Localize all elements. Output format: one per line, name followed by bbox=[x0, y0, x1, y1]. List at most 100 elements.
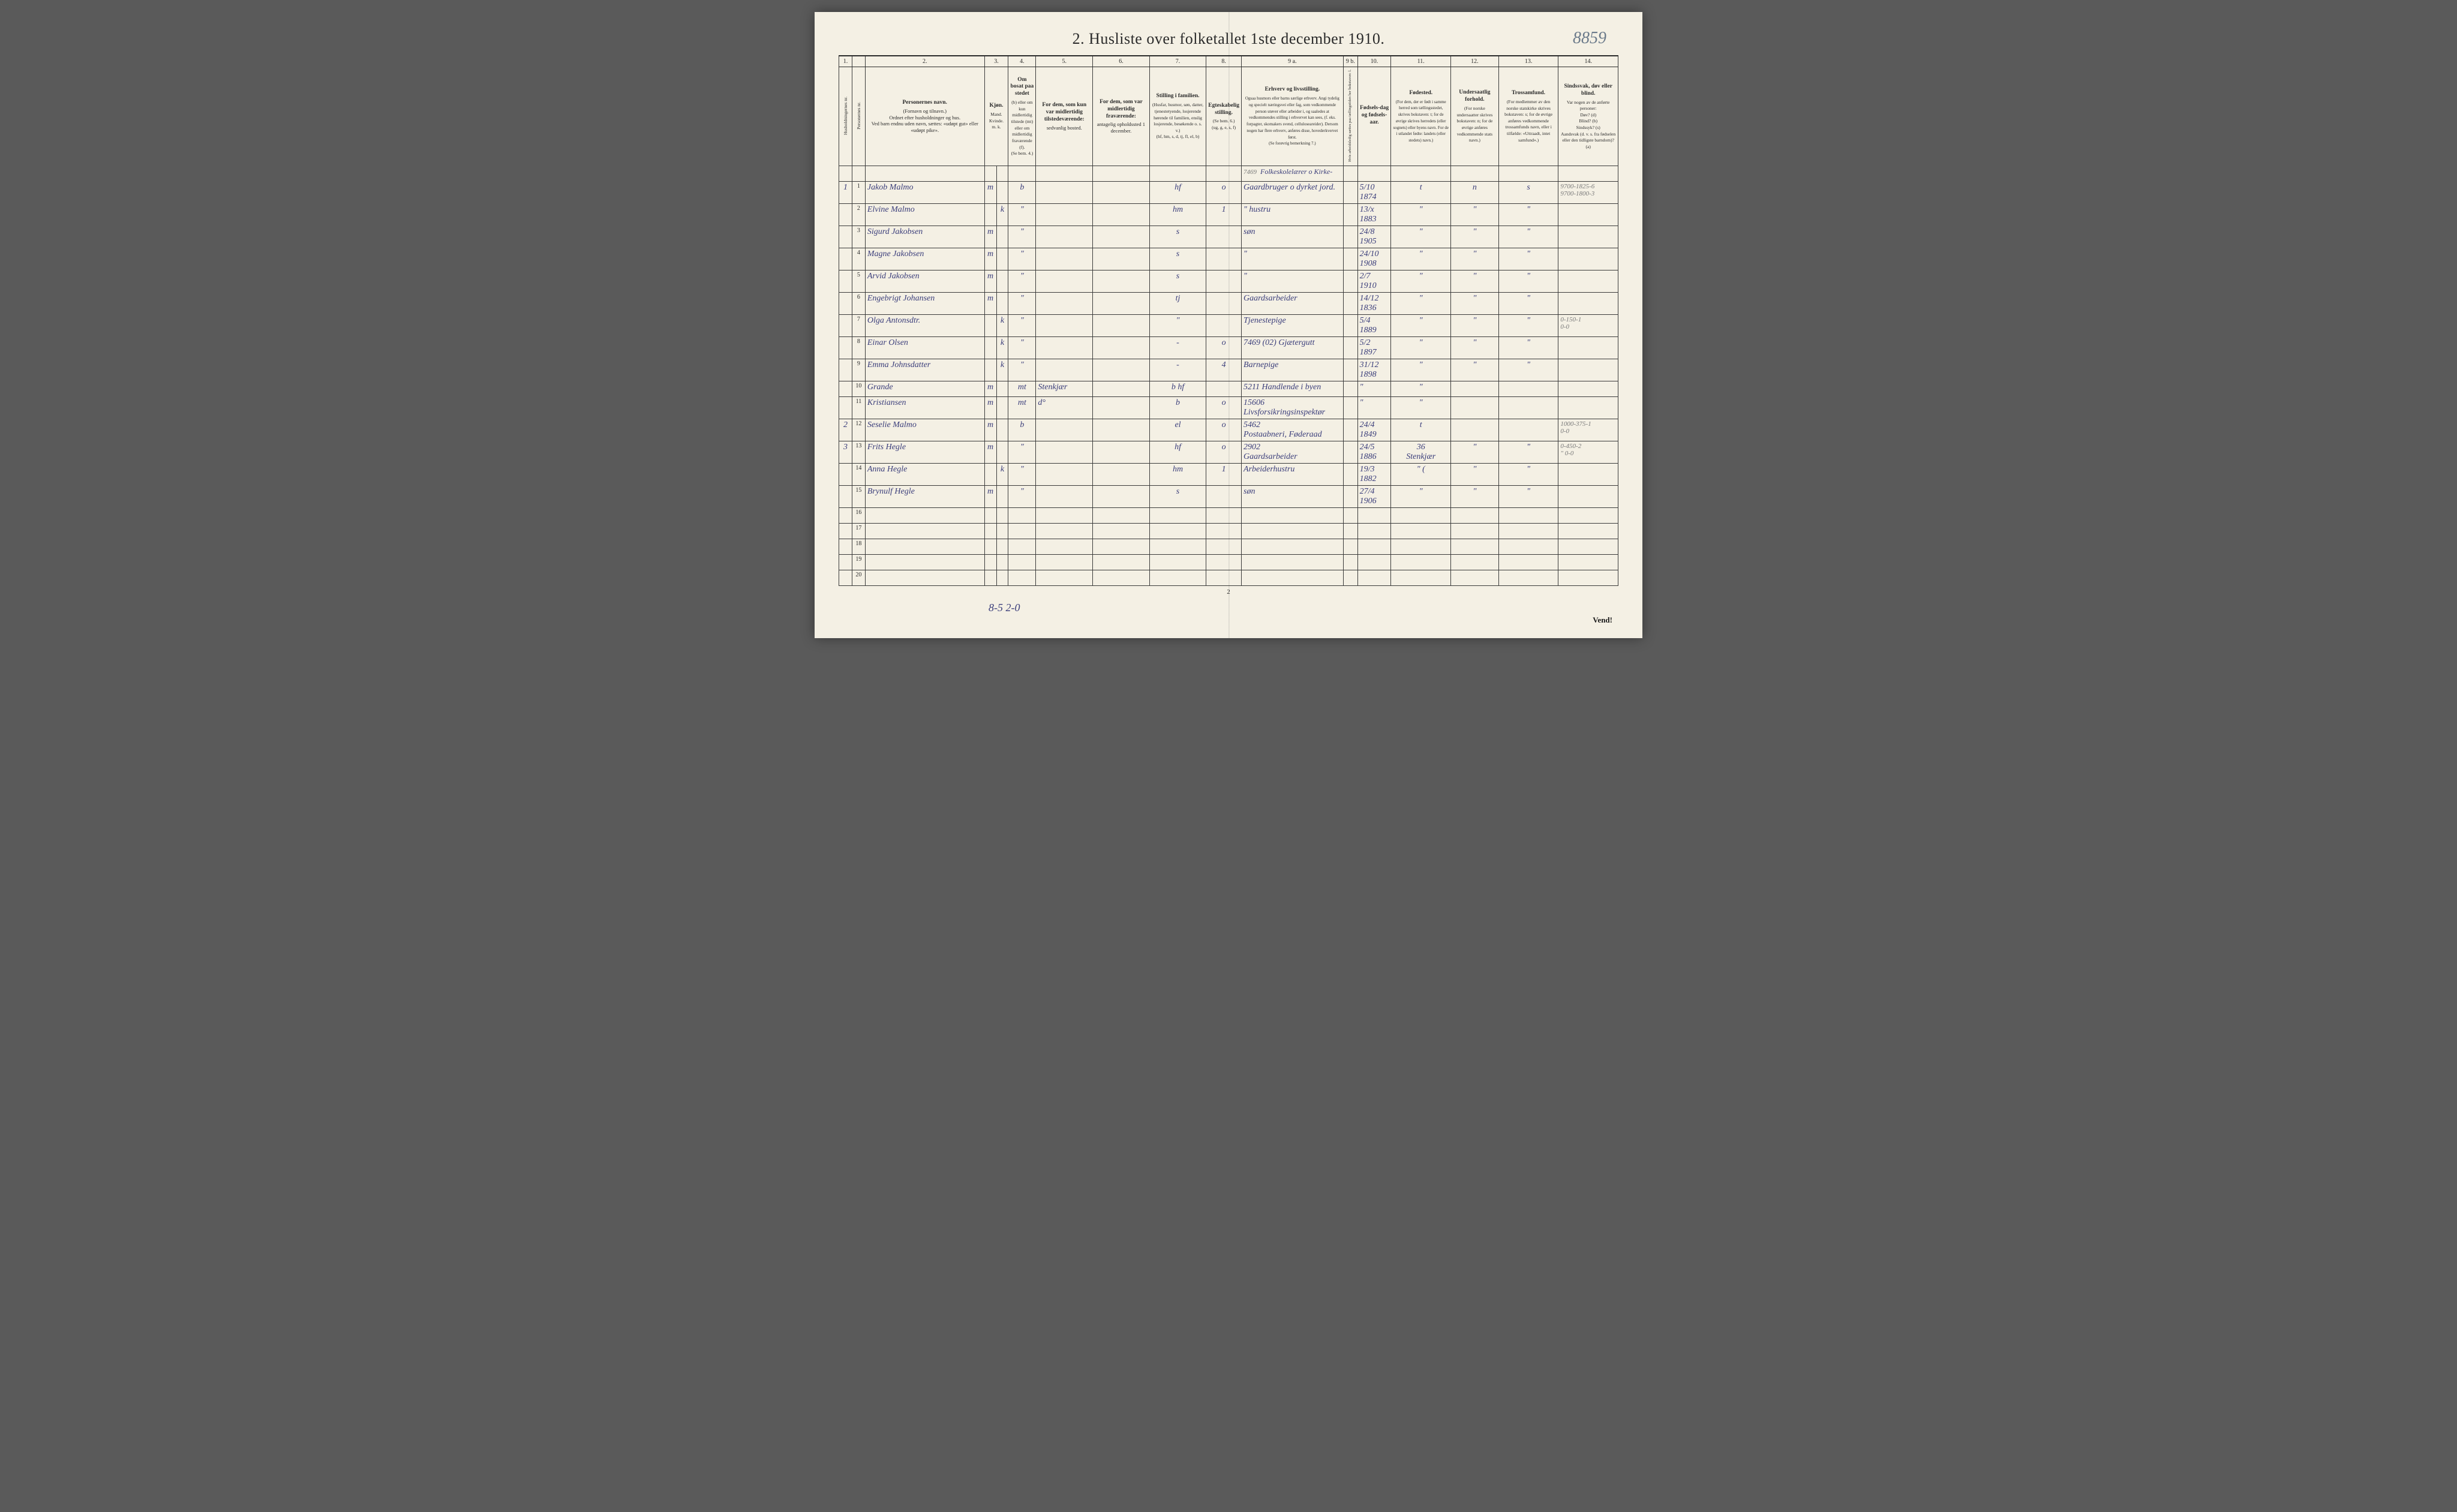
cell: - bbox=[1149, 337, 1206, 359]
cell bbox=[1036, 226, 1093, 248]
cell: " bbox=[1008, 315, 1036, 337]
cell bbox=[1242, 508, 1344, 524]
table-row: 6Engebrigt Johansenm"tjGaardsarbeider14/… bbox=[839, 293, 1618, 315]
cell: " bbox=[1451, 315, 1499, 337]
cell bbox=[865, 570, 984, 586]
col-header-disability: Sindssvak, døv eller blind. Var nogen av… bbox=[1558, 67, 1618, 166]
colnum: 12. bbox=[1451, 56, 1499, 67]
cell: t bbox=[1391, 419, 1451, 441]
cell bbox=[1343, 441, 1357, 464]
cell: 3 bbox=[852, 226, 865, 248]
column-header-row: Husholdningernes nr. Personernes nr. Per… bbox=[839, 67, 1618, 166]
cell bbox=[1093, 293, 1150, 315]
cell: m bbox=[984, 226, 996, 248]
cell bbox=[1093, 359, 1150, 381]
col-header-residence: Om bosat paa stedet (b) eller om kun mid… bbox=[1008, 67, 1036, 166]
cell bbox=[1093, 441, 1150, 464]
cell bbox=[1036, 441, 1093, 464]
cell bbox=[1558, 381, 1618, 397]
cell: m bbox=[984, 248, 996, 270]
cell bbox=[1391, 524, 1451, 539]
cell: " bbox=[1391, 381, 1451, 397]
cell: o bbox=[1206, 182, 1242, 204]
cell bbox=[1093, 204, 1150, 226]
cell bbox=[839, 359, 852, 381]
cell: Arbeiderhustru bbox=[1242, 464, 1344, 486]
cell bbox=[1008, 539, 1036, 555]
table-row: 18 bbox=[839, 539, 1618, 555]
cell bbox=[1558, 555, 1618, 570]
cell: 5 bbox=[852, 270, 865, 293]
cell bbox=[1451, 524, 1499, 539]
cell: 18 bbox=[852, 539, 865, 555]
cell bbox=[1093, 464, 1150, 486]
cell bbox=[1343, 419, 1357, 441]
cell: s bbox=[1149, 226, 1206, 248]
cell: " bbox=[1498, 248, 1558, 270]
cell bbox=[1008, 508, 1036, 524]
cell bbox=[1343, 182, 1357, 204]
colnum: 1. bbox=[839, 56, 852, 67]
cell: n bbox=[1451, 182, 1499, 204]
cell: 1 bbox=[852, 182, 865, 204]
cell bbox=[1036, 508, 1093, 524]
cell: 13 bbox=[852, 441, 865, 464]
col-header-nationality: Undersaatlig forhold. (For norske unders… bbox=[1451, 67, 1499, 166]
cell: " bbox=[1498, 315, 1558, 337]
col-header-marital: Egteskabelig stilling. (Se bem. 6.) (ug,… bbox=[1206, 67, 1242, 166]
cell bbox=[1036, 248, 1093, 270]
cell: 4 bbox=[852, 248, 865, 270]
cell bbox=[1451, 570, 1499, 586]
colnum: 8. bbox=[1206, 56, 1242, 67]
cell bbox=[1206, 293, 1242, 315]
cell: 2 bbox=[852, 204, 865, 226]
cell: - bbox=[1149, 359, 1206, 381]
cell bbox=[1206, 555, 1242, 570]
cell bbox=[1093, 226, 1150, 248]
cell bbox=[1093, 381, 1150, 397]
cell bbox=[1206, 381, 1242, 397]
cell bbox=[1343, 397, 1357, 419]
cell: 2/7 1910 bbox=[1357, 270, 1391, 293]
cell: Barnepige bbox=[1242, 359, 1344, 381]
cell: " bbox=[1451, 204, 1499, 226]
cell: Sigurd Jakobsen bbox=[865, 226, 984, 248]
cell: m bbox=[984, 486, 996, 508]
cell bbox=[1391, 570, 1451, 586]
cell: 14 bbox=[852, 464, 865, 486]
col-header-birthplace: Fødested. (For dem, der er født i samme … bbox=[1391, 67, 1451, 166]
cell: m bbox=[984, 270, 996, 293]
cell: b hf bbox=[1149, 381, 1206, 397]
cell: " bbox=[1242, 270, 1344, 293]
cell bbox=[1093, 555, 1150, 570]
cell: hf bbox=[1149, 182, 1206, 204]
cell: Frits Hegle bbox=[865, 441, 984, 464]
cell bbox=[1451, 508, 1499, 524]
cell: " bbox=[1451, 486, 1499, 508]
cell bbox=[1558, 293, 1618, 315]
cell: 5/4 1889 bbox=[1357, 315, 1391, 337]
cell: Arvid Jakobsen bbox=[865, 270, 984, 293]
cell: " bbox=[1451, 270, 1499, 293]
cell bbox=[1451, 381, 1499, 397]
cell bbox=[1149, 539, 1206, 555]
cell bbox=[1206, 315, 1242, 337]
annotation-row: 7469 Folkeskolelærer o Kirke- bbox=[839, 166, 1618, 182]
table-row: 2Elvine Malmok"hm1" hustru13/x 1883""" bbox=[839, 204, 1618, 226]
cell bbox=[996, 508, 1008, 524]
cell bbox=[1391, 555, 1451, 570]
cell bbox=[1357, 555, 1391, 570]
cell bbox=[984, 508, 996, 524]
cell bbox=[1093, 315, 1150, 337]
cell: tj bbox=[1149, 293, 1206, 315]
cell bbox=[1498, 419, 1558, 441]
cell bbox=[1242, 570, 1344, 586]
cell: " bbox=[1008, 270, 1036, 293]
cell: 1 bbox=[839, 182, 852, 204]
cell bbox=[1036, 293, 1093, 315]
cell bbox=[996, 419, 1008, 441]
cell bbox=[839, 381, 852, 397]
cell: 9 bbox=[852, 359, 865, 381]
cell bbox=[1343, 315, 1357, 337]
cell bbox=[1093, 182, 1150, 204]
